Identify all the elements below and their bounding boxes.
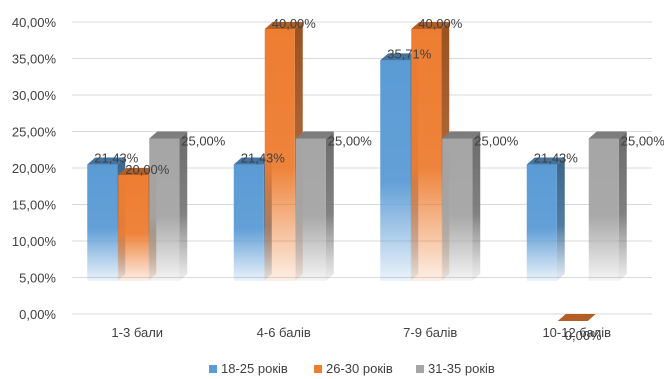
- bar-top: [442, 131, 481, 139]
- data-labels: 21,43%20,00%25,00%21,43%40,00%25,00%35,7…: [94, 16, 664, 343]
- data-label: 21,43%: [534, 151, 579, 166]
- bar-top: [588, 131, 627, 139]
- bar-front: [264, 29, 295, 281]
- y-tick-label: 40,00%: [12, 15, 57, 30]
- bar-front: [588, 138, 619, 281]
- bar-front: [295, 138, 326, 281]
- bar-side: [618, 131, 627, 281]
- bar-top: [557, 314, 596, 321]
- bar-front: [526, 164, 557, 281]
- bar-front: [118, 175, 149, 281]
- bar-top: [411, 22, 450, 29]
- data-label: 25,00%: [181, 134, 226, 149]
- bar: [149, 131, 188, 281]
- data-label: 40,00%: [272, 16, 317, 31]
- category-label: 7-9 балів: [403, 325, 457, 340]
- bar-side: [556, 157, 565, 281]
- bar-front: [87, 164, 118, 281]
- data-label: 21,43%: [94, 151, 139, 166]
- bar-front: [442, 138, 473, 281]
- bar: [526, 157, 565, 281]
- data-label: 25,00%: [328, 134, 373, 149]
- bar-front: [380, 60, 411, 281]
- y-tick-label: 0,00%: [19, 307, 56, 322]
- legend-swatch: [314, 365, 322, 373]
- bar-side: [472, 131, 481, 281]
- bar: [588, 131, 627, 281]
- y-tick-label: 25,00%: [12, 125, 57, 140]
- data-label: 35,71%: [387, 46, 432, 61]
- data-label: 20,00%: [125, 162, 170, 177]
- legend-swatch: [209, 365, 217, 373]
- bar-front: [149, 138, 180, 281]
- y-tick-label: 20,00%: [12, 161, 57, 176]
- bar-front: [411, 29, 442, 281]
- legend: 18-25 років 26-30 років 31-35 років: [209, 361, 495, 376]
- bar: [557, 314, 596, 321]
- legend-item: 31-35 років: [416, 361, 495, 376]
- bar-side: [325, 131, 334, 281]
- bar: [442, 131, 481, 281]
- y-tick-label: 10,00%: [12, 234, 57, 249]
- y-tick-label: 15,00%: [12, 198, 57, 213]
- data-label: 0,00%: [565, 328, 602, 343]
- bar-top: [149, 131, 188, 139]
- y-tick-label: 35,00%: [12, 52, 57, 67]
- bar-front: [233, 164, 264, 281]
- legend-label: 26-30 років: [326, 361, 393, 376]
- bars: [87, 22, 627, 321]
- data-label: 21,43%: [241, 151, 286, 166]
- y-axis: 0,00% 5,00% 10,00% 15,00% 20,00% 25,00% 30,00%…: [12, 15, 57, 322]
- data-label: 40,00%: [418, 16, 463, 31]
- category-label: 4-6 балів: [257, 325, 311, 340]
- legend-swatch: [416, 365, 424, 373]
- category-label: 1-3 бали: [111, 325, 163, 340]
- data-label: 25,00%: [474, 134, 519, 149]
- bar-side: [179, 131, 188, 281]
- bar-top: [264, 22, 303, 29]
- bar: [295, 131, 334, 281]
- bar-top: [87, 157, 126, 165]
- y-tick-label: 30,00%: [12, 88, 57, 103]
- bar: [264, 22, 303, 281]
- bar-top: [233, 157, 272, 165]
- category-label: 10-12 балів: [542, 325, 611, 340]
- data-label: 25,00%: [621, 134, 664, 149]
- legend-label: 18-25 років: [221, 361, 288, 376]
- bar-top: [380, 53, 419, 61]
- y-tick-label: 5,00%: [19, 271, 56, 286]
- legend-label: 31-35 років: [428, 361, 495, 376]
- bar-top: [526, 157, 565, 165]
- bar-top: [295, 131, 334, 139]
- legend-item: 18-25 років: [209, 361, 288, 376]
- bar-top: [118, 168, 157, 175]
- legend-item: 26-30 років: [314, 361, 393, 376]
- x-axis: 1-3 бали 4-6 балів 7-9 балів 10-12 балів: [111, 325, 611, 340]
